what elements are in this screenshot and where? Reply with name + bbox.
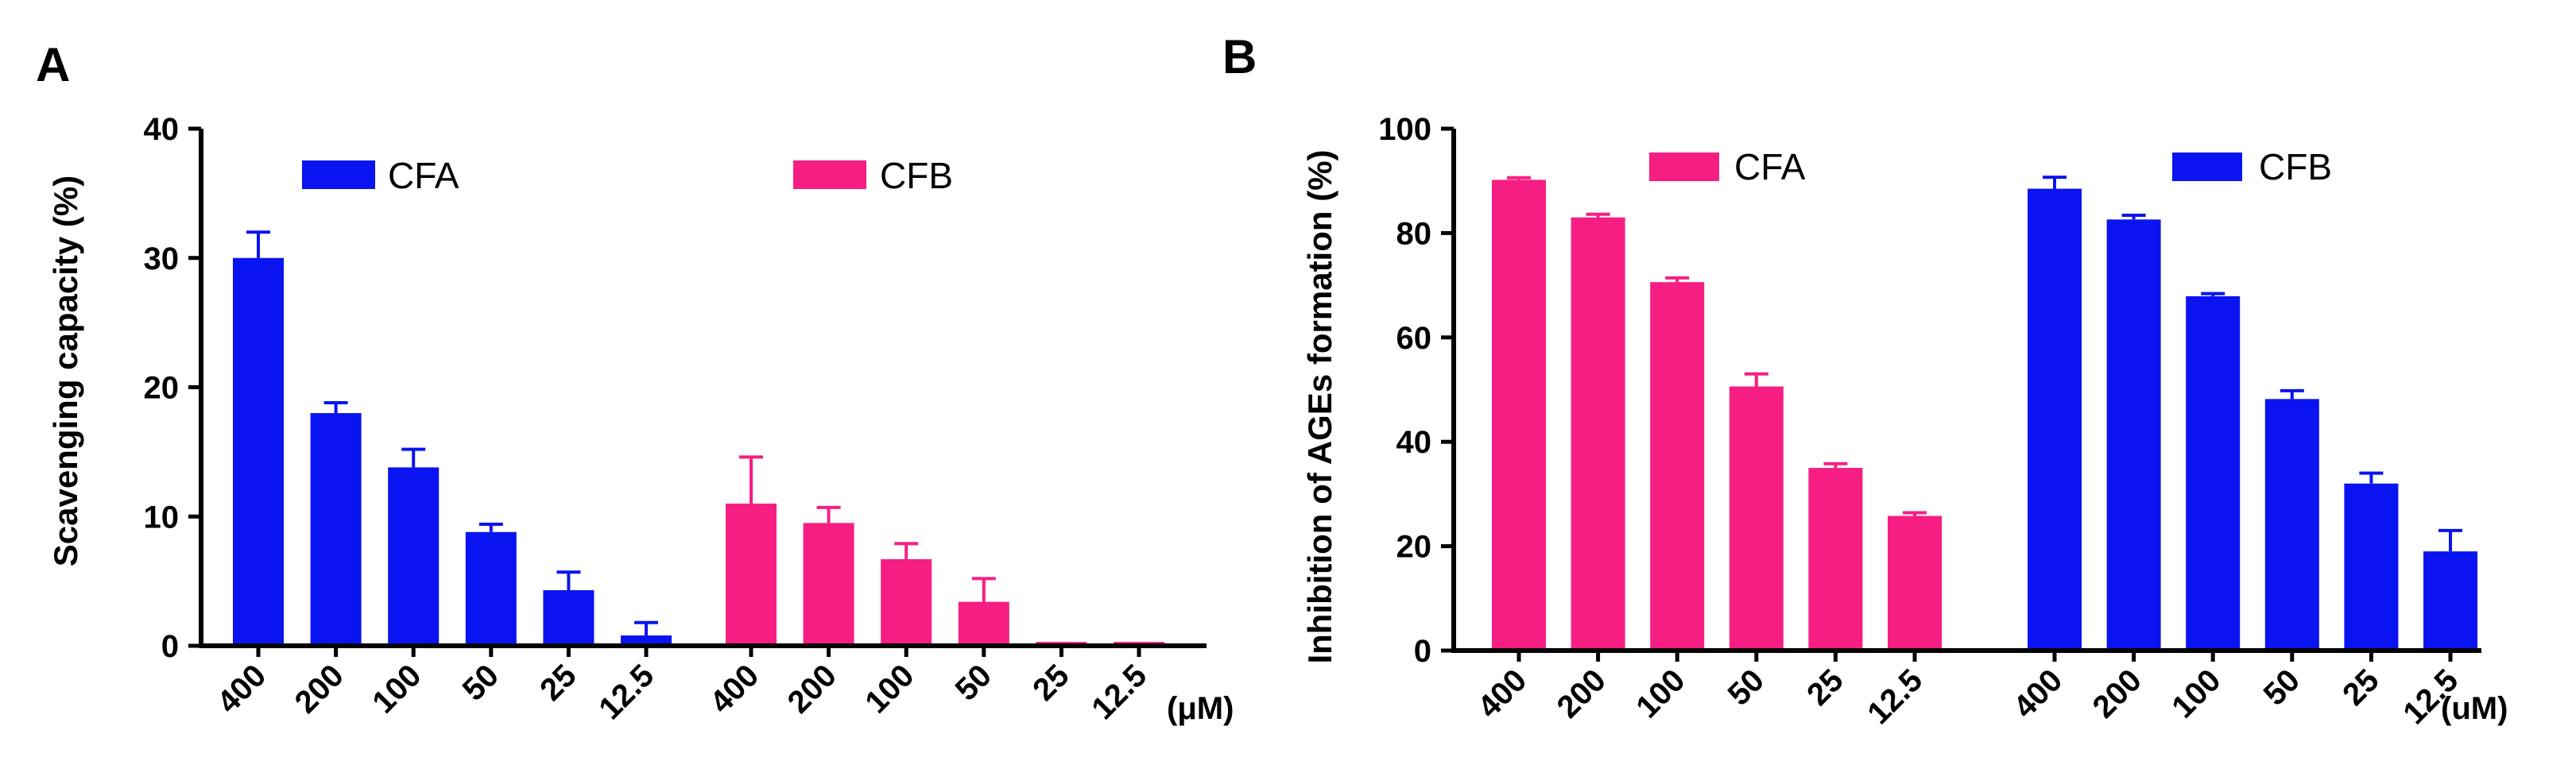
x-tick-label-b: 400 bbox=[1471, 662, 1533, 724]
y-tick-label-b: 0 bbox=[1414, 634, 1431, 669]
y-tick-label-a: 30 bbox=[144, 241, 180, 276]
bar-cfb-50 bbox=[2264, 399, 2319, 651]
bar-cfa-400 bbox=[1492, 180, 1546, 651]
x-tick-label-a: 100 bbox=[366, 658, 428, 720]
bar-cfa-200 bbox=[1571, 217, 1625, 651]
bar-cfb-200 bbox=[803, 523, 854, 646]
x-tick-label-b: 100 bbox=[2165, 662, 2227, 724]
x-tick-label-b: 25 bbox=[1800, 662, 1850, 713]
bar-cfb-50 bbox=[958, 601, 1009, 646]
bar-cfa-100 bbox=[1650, 282, 1705, 651]
y-axis-title-b: Inhibition of AGEs formation (%) bbox=[1301, 149, 1338, 663]
y-axis-title-a: Scavenging capacity (%) bbox=[47, 176, 84, 567]
x-tick-label-b: 400 bbox=[2007, 662, 2069, 724]
bar-cfa-12.5 bbox=[621, 635, 672, 646]
x-tick-label-a: 12.5 bbox=[1085, 658, 1153, 726]
unit-label-a: (μM) bbox=[1167, 691, 1234, 726]
y-tick-label-a: 0 bbox=[161, 629, 179, 664]
bar-cfb-400 bbox=[726, 503, 777, 646]
x-tick-label-a: 50 bbox=[456, 658, 506, 708]
bar-cfb-400 bbox=[2028, 188, 2082, 651]
x-tick-label-b: 200 bbox=[1551, 662, 1613, 724]
x-tick-label-a: 400 bbox=[211, 658, 273, 720]
legend-swatch-cfb bbox=[793, 160, 866, 189]
panel-a: A Scavenging capacity (%) 0 10 20 30 40 400 20… bbox=[36, 38, 1234, 726]
legend-label-cfb: CFB bbox=[880, 155, 953, 196]
x-tick-label-b: 50 bbox=[1722, 662, 1772, 713]
legend-swatch-cfa bbox=[302, 160, 375, 189]
x-tick-label-b: 200 bbox=[2086, 662, 2148, 724]
x-tick-label-a: 50 bbox=[949, 658, 999, 708]
bar-cfb-100 bbox=[881, 558, 932, 646]
legend-swatch-cfa bbox=[1649, 153, 1719, 181]
x-tick-label-b: 100 bbox=[1629, 662, 1691, 724]
y-tick-label-a: 10 bbox=[144, 500, 180, 535]
panel-b: B Inhibition of AGEs formation (%) 0 20 40… bbox=[1222, 30, 2508, 731]
bar-cfb-12.5 bbox=[2423, 551, 2477, 651]
y-tick-label-b: 20 bbox=[1396, 530, 1432, 565]
y-tick-label-a: 40 bbox=[144, 112, 180, 147]
bar-cfb-200 bbox=[2106, 219, 2161, 651]
x-tick-label-b: 25 bbox=[2336, 662, 2386, 713]
panel-label-a: A bbox=[36, 38, 70, 91]
legend-label-cfa: CFA bbox=[1734, 146, 1806, 187]
panel-label-b: B bbox=[1222, 30, 1257, 83]
legend-swatch-cfb bbox=[2172, 153, 2242, 181]
x-tick-label-a: 400 bbox=[703, 658, 765, 720]
bar-cfa-50 bbox=[465, 531, 517, 646]
bar-cfa-400 bbox=[233, 257, 284, 646]
bar-cfa-25 bbox=[543, 590, 595, 646]
bar-cfa-200 bbox=[310, 413, 362, 646]
x-tick-label-a: 25 bbox=[533, 658, 583, 708]
bar-cfa-100 bbox=[388, 467, 440, 646]
x-tick-label-a: 100 bbox=[858, 658, 920, 720]
unit-label-b: (uM) bbox=[2441, 691, 2508, 726]
y-tick-label-b: 40 bbox=[1396, 425, 1432, 460]
x-tick-label-a: 200 bbox=[289, 658, 351, 720]
y-tick-label-b: 80 bbox=[1396, 216, 1432, 251]
x-tick-label-b: 12.5 bbox=[1861, 662, 1929, 731]
legend-label-cfa: CFA bbox=[388, 155, 459, 196]
bar-cfa-50 bbox=[1729, 386, 1784, 651]
x-tick-label-a: 200 bbox=[781, 658, 843, 720]
bar-cfb-100 bbox=[2186, 295, 2241, 651]
y-tick-label-b: 60 bbox=[1396, 321, 1432, 356]
x-tick-label-b: 50 bbox=[2257, 662, 2307, 713]
x-tick-label-a: 25 bbox=[1026, 658, 1076, 708]
y-tick-label-b: 100 bbox=[1378, 112, 1431, 147]
legend-label-cfb: CFB bbox=[2259, 146, 2332, 187]
bar-cfa-12.5 bbox=[1888, 516, 1942, 651]
bar-cfb-25 bbox=[2344, 483, 2399, 651]
bar-cfa-25 bbox=[1808, 468, 1863, 651]
x-tick-label-a: 12.5 bbox=[592, 658, 660, 726]
y-tick-label-a: 20 bbox=[144, 371, 180, 406]
